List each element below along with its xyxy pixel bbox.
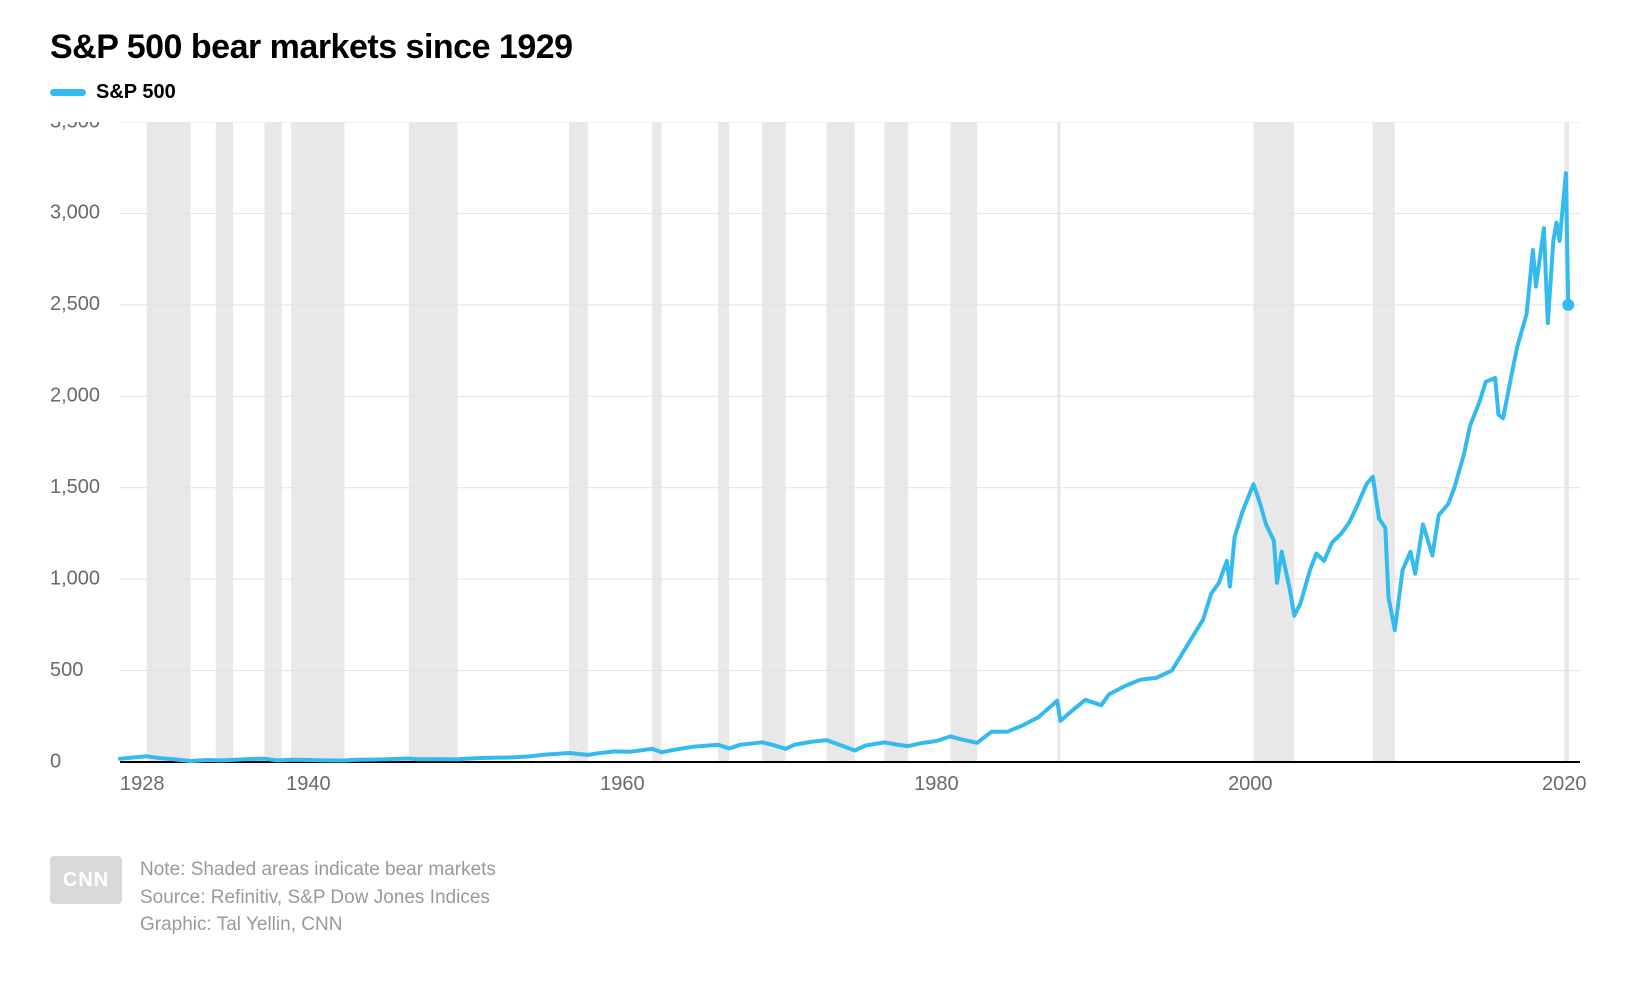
bear-market-band (1253, 122, 1294, 762)
bear-market-band (147, 122, 191, 762)
bear-market-band (950, 122, 977, 762)
bear-market-band (409, 122, 458, 762)
y-axis-label: 2,000 (50, 385, 100, 407)
bear-market-band (652, 122, 661, 762)
legend-swatch (50, 89, 86, 96)
legend: S&P 500 (50, 81, 1590, 104)
x-axis-label: 2020 (1542, 773, 1587, 795)
footer-source: Source: Refinitiv, S&P Dow Jones Indices (140, 884, 496, 912)
chart-title: S&P 500 bear markets since 1929 (50, 28, 1590, 67)
bear-market-band (264, 122, 281, 762)
x-axis-label: 2000 (1228, 773, 1273, 795)
x-axis-label: 1940 (286, 773, 331, 795)
bear-market-band (718, 122, 729, 762)
y-axis-label: 500 (50, 659, 83, 681)
y-axis-label: 3,000 (50, 202, 100, 224)
chart-svg: 0 500 1,000 1,500 2,000 2,500 3,000 3,500 1928 19… (50, 122, 1590, 802)
x-axis-label: 1928 (120, 773, 165, 795)
chart-area: 0 500 1,000 1,500 2,000 2,500 3,000 3,500 1928 19… (50, 122, 1590, 802)
y-axis-label: 0 (50, 750, 61, 772)
bear-market-band (1057, 122, 1060, 762)
bear-market-band (216, 122, 233, 762)
bear-market-band (291, 122, 344, 762)
y-axis-label: 1,000 (50, 567, 100, 589)
bear-market-band (569, 122, 588, 762)
x-axis-label: 1960 (600, 773, 645, 795)
end-marker (1562, 299, 1574, 311)
footer-graphic: Graphic: Tal Yellin, CNN (140, 911, 496, 939)
bear-market-band (762, 122, 786, 762)
y-axis-label: 2,500 (50, 293, 100, 315)
x-axis-label: 1980 (914, 773, 959, 795)
legend-label: S&P 500 (96, 81, 176, 104)
bear-market-band (1373, 122, 1395, 762)
chart-footer: CNN Note: Shaded areas indicate bear mar… (50, 856, 1590, 939)
bear-market-band (826, 122, 854, 762)
footer-text-block: Note: Shaded areas indicate bear markets… (140, 856, 496, 939)
y-axis-label: 1,500 (50, 476, 100, 498)
cnn-logo: CNN (50, 856, 122, 904)
y-axis-label: 3,500 (50, 122, 100, 132)
footer-note: Note: Shaded areas indicate bear markets (140, 856, 496, 884)
bear-market-band (885, 122, 909, 762)
